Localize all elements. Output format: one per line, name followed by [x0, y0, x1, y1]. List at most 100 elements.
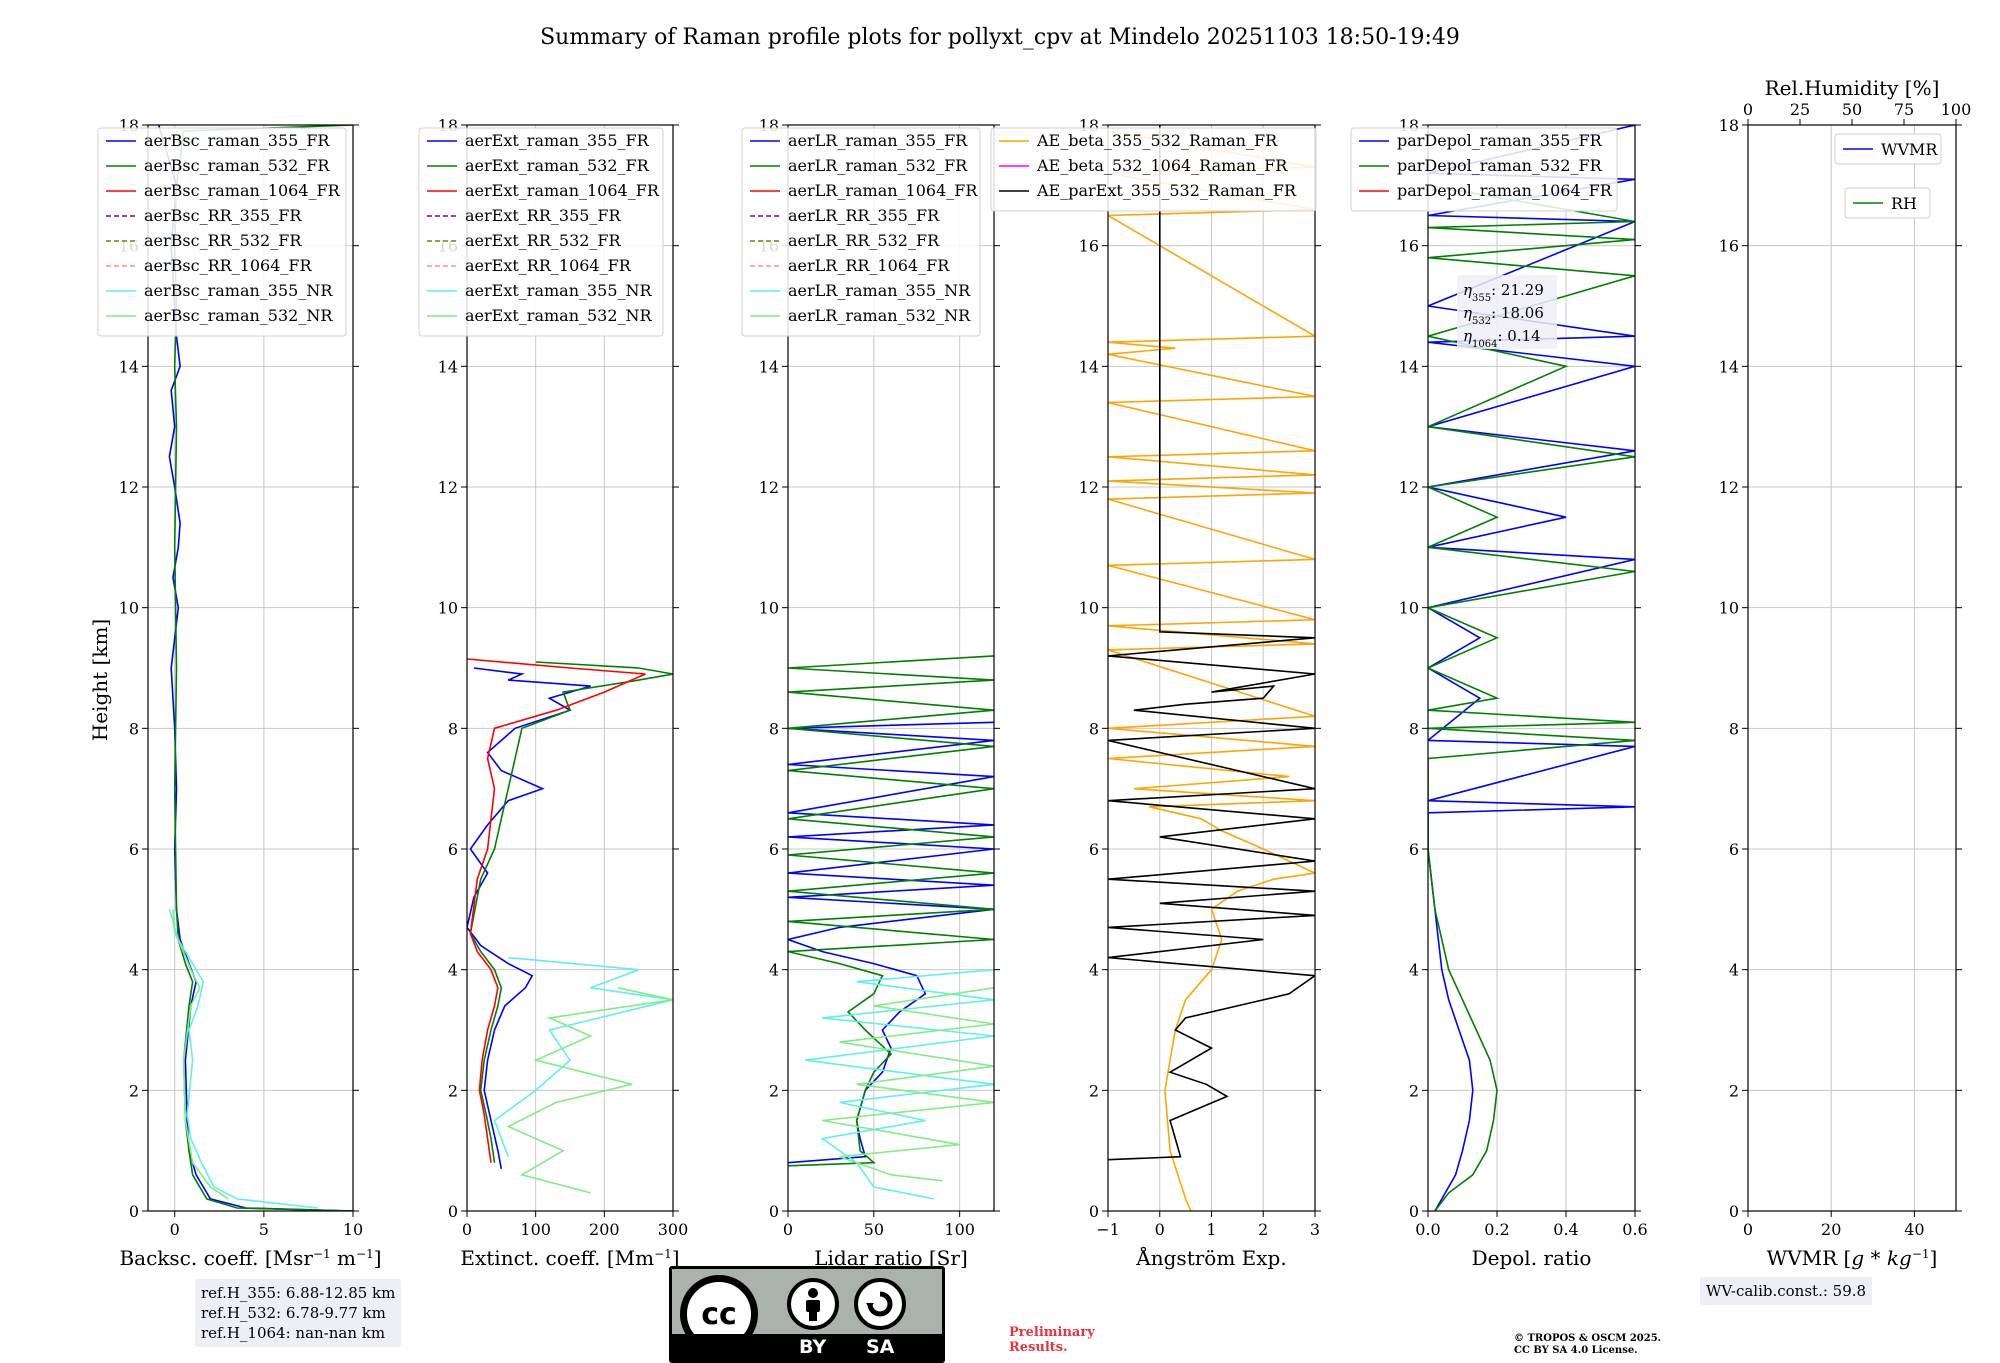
xtick-label: 100	[944, 1220, 975, 1239]
legend-label: parDepol_raman_1064_FR	[1397, 181, 1613, 200]
xtick-label: 0	[783, 1220, 793, 1239]
legend-label: AE_beta_532_1064_Raman_FR	[1036, 156, 1288, 175]
x-axis-label: Ångström Exp.	[1135, 1245, 1286, 1270]
ytick-label: 6	[129, 840, 139, 859]
ytick-label: 10	[119, 599, 139, 618]
legend-label: aerLR_raman_532_FR	[788, 156, 968, 175]
ytick-label: 12	[1079, 478, 1099, 497]
xtick-label: 2	[1258, 1220, 1268, 1239]
top-xtick-label: 50	[1842, 100, 1862, 119]
ytick-label: 6	[1729, 840, 1739, 859]
ytick-label: 8	[1729, 719, 1739, 738]
legend-box	[990, 127, 1317, 212]
legend-label: aerExt_raman_532_NR	[465, 306, 653, 325]
legend-label: aerLR_RR_532_FR	[788, 231, 940, 250]
x-axis-label: Extinct. coeff. [Mm−1]	[460, 1246, 679, 1270]
xtick-label: −1	[1096, 1220, 1120, 1239]
legend-label: aerExt_RR_1064_FR	[465, 256, 632, 275]
xtick-label: 0	[462, 1220, 472, 1239]
legend-label: aerLR_RR_355_FR	[788, 206, 940, 225]
panel-backscatter: 0246810121416180510Backsc. coeff. [Msr−1…	[97, 116, 382, 1270]
ytick-label: 14	[1719, 357, 1739, 376]
legend-label: aerExt_RR_532_FR	[465, 231, 622, 250]
axes-frame	[787, 124, 995, 1212]
series-aerExt_raman_355_NR	[493, 956, 673, 1157]
series-aerExt_raman_532_FR	[469, 661, 673, 1163]
ytick-label: 4	[769, 961, 779, 980]
legend-label: aerBsc_raman_532_FR	[144, 156, 330, 175]
reference-heights-box: ref.H_355: 6.88-12.85 km ref.H_532: 6.78…	[195, 1279, 402, 1347]
ytick-label: 18	[1719, 116, 1739, 135]
xtick-label: 40	[1904, 1220, 1924, 1239]
legend-label: RH	[1891, 194, 1917, 213]
ytick-label: 8	[1089, 719, 1099, 738]
ytick-label: 4	[1089, 961, 1099, 980]
ytick-label: 10	[1719, 599, 1739, 618]
legend-label: aerLR_RR_1064_FR	[788, 256, 950, 275]
xtick-label: 3	[1310, 1220, 1320, 1239]
legend-label: aerExt_raman_1064_FR	[465, 181, 660, 200]
xtick-label: 0.4	[1553, 1220, 1578, 1239]
legend-label: aerLR_raman_355_FR	[788, 131, 968, 150]
ytick-label: 12	[1399, 478, 1419, 497]
xtick-label: 0	[1743, 1220, 1753, 1239]
series-aerLR_raman_532_NR	[822, 987, 994, 1182]
series-AE_parExt_355_532_Raman_FR	[1108, 125, 1315, 1161]
sa-label: SA	[866, 1336, 895, 1358]
xtick-label: 50	[864, 1220, 884, 1239]
top-x-axis-label: Rel.Humidity [%]	[1765, 76, 1940, 100]
eta-line: η1064: 0.14	[1463, 327, 1541, 350]
legend-label: aerLR_raman_532_NR	[788, 306, 971, 325]
legend-label: aerBsc_raman_355_NR	[144, 281, 333, 300]
by-person-icon	[787, 1278, 839, 1330]
ytick-label: 6	[448, 840, 458, 859]
series-group	[1108, 125, 1315, 1211]
xtick-label: 200	[589, 1220, 620, 1239]
ytick-label: 14	[438, 357, 458, 376]
ytick-label: 6	[1089, 840, 1099, 859]
ytick-label: 16	[1399, 237, 1419, 256]
ytick-label: 14	[119, 357, 139, 376]
x-axis-label: WVMR [g * kg−1]	[1767, 1246, 1938, 1270]
legend-label: aerExt_raman_532_FR	[465, 156, 650, 175]
legend-label: parDepol_raman_355_FR	[1397, 131, 1603, 150]
xtick-label: 0	[1155, 1220, 1165, 1239]
legend-label: aerExt_RR_355_FR	[465, 206, 622, 225]
ytick-label: 14	[1399, 357, 1419, 376]
series-aerBsc_raman_355_FR	[157, 125, 353, 1211]
y-axis-label: Height [km]	[88, 619, 112, 741]
series-aerExt_raman_532_NR	[506, 987, 673, 1194]
series-group	[788, 655, 994, 1200]
ytick-label: 0	[769, 1202, 779, 1221]
legend-box	[418, 127, 664, 337]
ytick-label: 10	[1399, 599, 1419, 618]
legend-box	[97, 127, 347, 337]
ytick-label: 2	[129, 1081, 139, 1100]
ytick-label: 0	[129, 1202, 139, 1221]
axes-frame	[1427, 124, 1636, 1212]
preliminary-note: Preliminary Results.	[1009, 1325, 1095, 1355]
axes-frame	[466, 124, 674, 1212]
ytick-label: 6	[1409, 840, 1419, 859]
x-axis-label: Depol. ratio	[1472, 1246, 1592, 1270]
series-aerExt_raman_1064_FR	[467, 658, 646, 1163]
cc-license-badge: cc BY SA	[669, 1266, 945, 1363]
axes-frame	[147, 124, 354, 1212]
legend-label: aerLR_raman_1064_FR	[788, 181, 978, 200]
series-aerExt_raman_355_FR	[467, 667, 591, 1169]
xtick-label: 0	[170, 1220, 180, 1239]
legend-label: parDepol_raman_532_FR	[1397, 156, 1603, 175]
top-xtick-label: 100	[1941, 100, 1972, 119]
legend-label: AE_parExt_355_532_Raman_FR	[1036, 181, 1297, 200]
series-group	[467, 658, 673, 1194]
series-aerBsc_raman_355_NR	[172, 909, 318, 1209]
legend-label: aerBsc_RR_1064_FR	[144, 256, 313, 275]
ytick-label: 2	[1729, 1081, 1739, 1100]
legend-label: aerBsc_RR_355_FR	[144, 206, 302, 225]
legend-box	[1834, 133, 1942, 165]
ytick-label: 16	[1719, 237, 1739, 256]
legend-label: aerExt_raman_355_NR	[465, 281, 653, 300]
ytick-label: 8	[448, 719, 458, 738]
